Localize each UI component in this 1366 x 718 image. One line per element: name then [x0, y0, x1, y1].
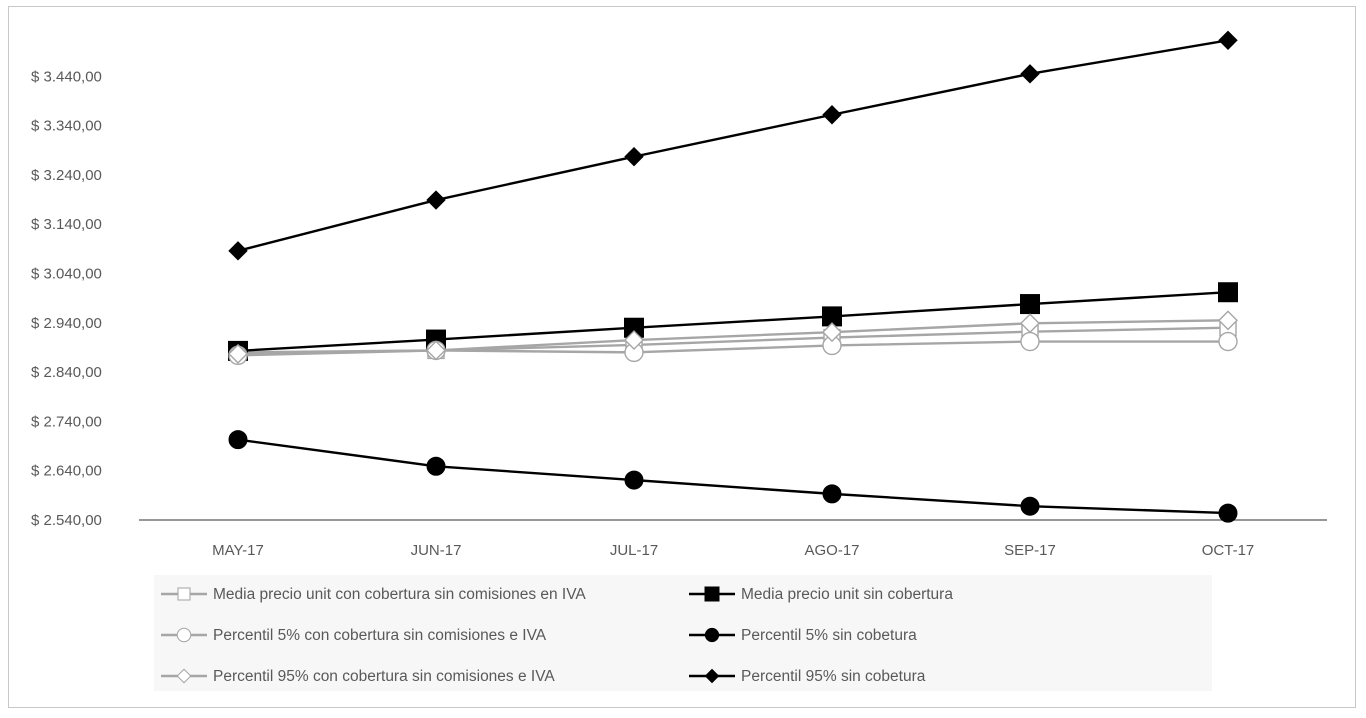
legend-item: Media precio unit con cobertura sin comi…: [161, 586, 586, 603]
legend-marker: [704, 586, 720, 602]
y-tick-label: $ 2.640,00: [31, 463, 102, 480]
series-1: [228, 282, 1238, 361]
y-tick-label: $ 2.940,00: [31, 315, 102, 332]
series-4: [228, 310, 1238, 364]
y-axis-ticks: $ 2.540,00 $ 2.640,00 $ 2.740,00 $ 2.840,00…: [31, 68, 102, 529]
data-point: [624, 330, 644, 351]
data-point: [1020, 331, 1040, 352]
y-tick-label: $ 2.840,00: [31, 364, 102, 381]
series-line: [237, 340, 1228, 357]
legend-item: Percentil 5% con cobertura sin comisione…: [161, 627, 547, 644]
legend-item: Media precio unit sin cobertura: [689, 586, 953, 603]
y-tick-label: $ 3.440,00: [31, 68, 102, 85]
data-point: [1020, 294, 1040, 315]
legend-box: [154, 575, 1212, 691]
line-chart: $ 2.540,00 $ 2.640,00 $ 2.740,00 $ 2.840,00…: [31, 30, 1327, 691]
series-lines: [228, 30, 1238, 523]
x-tick-label: SEP-17: [1004, 542, 1056, 559]
data-point: [1020, 496, 1040, 516]
data-point: [1020, 64, 1040, 84]
data-point: [426, 340, 446, 361]
legend-marker: [176, 668, 192, 684]
y-tick-label: $ 3.340,00: [31, 118, 102, 135]
y-tick-label: $ 2.740,00: [31, 413, 102, 430]
series-line: [237, 291, 1229, 353]
legend-marker: [177, 587, 191, 601]
data-point: [1218, 30, 1238, 51]
legend-label: Percentil 95% sin cobetura: [741, 668, 926, 685]
data-point: [1020, 313, 1040, 334]
x-tick-label: JUL-17: [610, 542, 658, 559]
legend-marker: [704, 627, 720, 643]
x-tick-label: OCT-17: [1202, 542, 1255, 559]
x-tick-label: MAY-17: [212, 542, 264, 559]
data-point: [228, 430, 248, 450]
series-line: [237, 319, 1229, 356]
series-line: [237, 39, 1229, 252]
series-0: [229, 319, 1237, 362]
x-axis: MAY-17 JUN-17 JUL-17 AGO-17 SEP-17 OCT-17: [139, 519, 1327, 559]
data-point: [426, 190, 446, 210]
x-tick-label: AGO-17: [804, 542, 859, 559]
data-point: [1218, 331, 1238, 352]
legend-marker: [176, 627, 192, 643]
legend-label: Media precio unit sin cobertura: [741, 586, 953, 603]
legend-label: Media precio unit con cobertura sin comi…: [213, 586, 586, 603]
data-point: [1218, 282, 1238, 303]
data-point: [822, 105, 842, 125]
data-point: [624, 470, 644, 490]
legend-marker: [704, 668, 720, 684]
data-point: [822, 484, 842, 504]
data-point: [1218, 310, 1238, 331]
data-point: [822, 322, 842, 343]
series-line: [237, 438, 1229, 515]
y-tick-label: $ 3.040,00: [31, 266, 102, 283]
legend-item: Percentil 95% con cobertura sin comision…: [161, 668, 555, 685]
data-point: [228, 241, 248, 261]
legend-item: Percentil 95% sin cobetura: [689, 668, 926, 685]
data-point: [228, 343, 248, 364]
series-3: [228, 430, 1238, 523]
chart-frame: $ 2.540,00 $ 2.640,00 $ 2.740,00 $ 2.840,00…: [8, 6, 1356, 708]
x-tick-label: JUN-17: [411, 542, 462, 559]
legend-label: Percentil 95% con cobertura sin comision…: [213, 668, 555, 685]
y-tick-label: $ 3.240,00: [31, 167, 102, 184]
legend-label: Percentil 5% con cobertura sin comisione…: [213, 627, 547, 644]
data-point: [1218, 503, 1238, 523]
legend: Media precio unit con cobertura sin comi…: [154, 575, 1212, 691]
series-5: [228, 30, 1238, 261]
y-tick-label: $ 3.140,00: [31, 216, 102, 233]
data-point: [426, 456, 446, 476]
data-point: [624, 146, 644, 167]
y-tick-label: $ 2.540,00: [31, 512, 102, 529]
legend-item: Percentil 5% sin cobetura: [689, 627, 917, 644]
legend-label: Percentil 5% sin cobetura: [741, 627, 917, 644]
